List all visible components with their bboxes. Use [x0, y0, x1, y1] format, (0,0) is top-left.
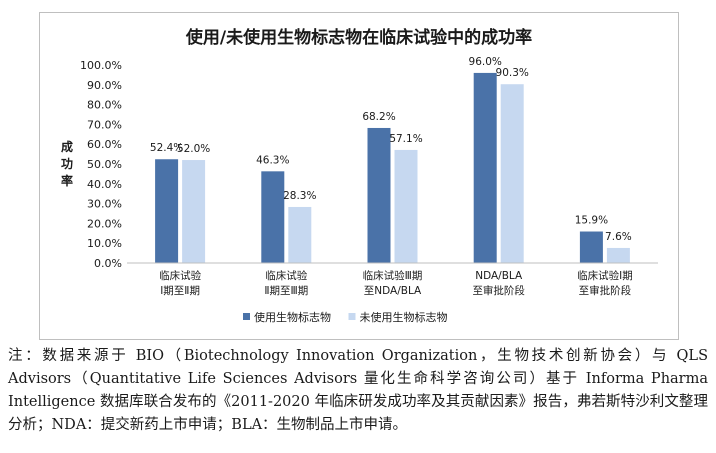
x-tick-label: 至NDA/BLA — [364, 285, 422, 297]
data-label: 96.0% — [469, 56, 502, 68]
x-tick-label: 临床试验 — [265, 269, 307, 282]
chart-title: 使用/未使用生物标志物在临床试验中的成功率 — [185, 27, 532, 48]
y-axis-label-char: 率 — [61, 173, 73, 188]
data-label: 46.3% — [256, 154, 289, 166]
bar — [579, 231, 603, 263]
bar — [367, 127, 391, 264]
y-tick-label: 100.0% — [80, 59, 122, 72]
legend-label: 未使用生物标志物 — [360, 310, 448, 324]
bar — [261, 171, 285, 263]
x-tick-label: NDA/BLA — [475, 270, 523, 282]
data-label: 15.9% — [575, 215, 608, 227]
bar — [182, 160, 206, 263]
x-tick-label: 临床试验Ⅲ期 — [363, 269, 423, 282]
x-tick-label: Ⅱ期至Ⅲ期 — [264, 285, 308, 297]
y-axis-label-char: 功 — [61, 156, 73, 171]
legend-swatch — [348, 313, 356, 320]
y-tick-label: 50.0% — [87, 158, 122, 171]
y-axis-label-char: 成 — [61, 139, 73, 154]
footnote: 注：数据来源于 BIO（Biotechnology Innovation Org… — [8, 348, 708, 433]
x-tick-label: 临床试验 — [159, 269, 201, 282]
bars — [155, 72, 630, 264]
data-label: 28.3% — [283, 190, 316, 202]
legend-swatch — [243, 313, 250, 320]
data-label: 52.4% — [150, 142, 183, 154]
data-labels: 52.4%52.0% 46.3% 28.3% 68.2% 57.1% 96.0%90.3%… — [150, 56, 632, 243]
x-tick-label: 至审批阶段 — [579, 284, 632, 297]
bar — [155, 159, 179, 263]
x-tick-label: 至审批阶段 — [472, 284, 525, 297]
y-tick-label: 60.0% — [87, 138, 122, 151]
bar — [394, 149, 418, 263]
x-tick-label: 临床试验Ⅰ期 — [577, 269, 633, 282]
y-tick-label: 20.0% — [87, 217, 122, 230]
data-label: 7.6% — [605, 231, 632, 243]
bar — [500, 84, 524, 264]
bar — [473, 72, 497, 263]
y-tick-label: 40.0% — [87, 178, 122, 191]
y-tick-label: 80.0% — [87, 99, 122, 112]
y-tick-label: 70.0% — [87, 118, 122, 131]
legend-label: 使用生物标志物 — [254, 310, 331, 324]
bar-chart: 使用/未使用生物标志物在临床试验中的成功率 成功率 0.0% 10.0% 20.0%… — [61, 27, 658, 324]
y-tick-label: 90.0% — [87, 79, 122, 92]
legend: 使用生物标志物 未使用生物标志物 — [243, 310, 448, 324]
chart-frame: 使用/未使用生物标志物在临床试验中的成功率 成功率 0.0% 10.0% 20.0%… — [39, 12, 679, 340]
data-label: 52.0% — [177, 143, 210, 155]
y-tick-label: 0.0% — [94, 257, 122, 270]
data-label: 57.1% — [389, 133, 422, 145]
data-label: 90.3% — [496, 67, 529, 79]
y-axis-ticks: 0.0% 10.0% 20.0% 30.0% 40.0% 50.0% 60.0% 70.0% 8… — [80, 59, 122, 270]
x-tick-label: Ⅰ期至Ⅱ期 — [160, 285, 200, 297]
y-axis-label: 成功率 — [61, 139, 73, 188]
bar — [606, 247, 630, 263]
y-tick-label: 30.0% — [87, 198, 122, 211]
data-label: 68.2% — [362, 111, 395, 123]
y-tick-label: 10.0% — [87, 237, 122, 250]
bar — [288, 206, 312, 263]
